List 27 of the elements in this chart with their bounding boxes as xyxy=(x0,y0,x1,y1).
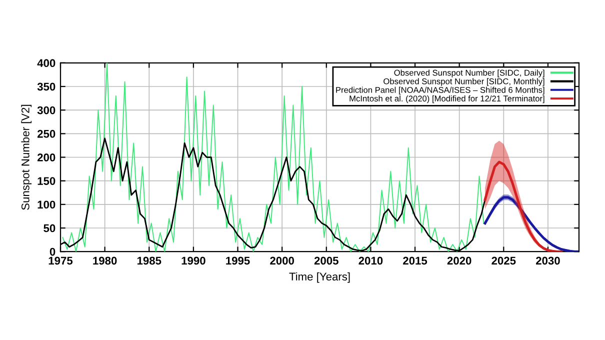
x-tick-label: 1980 xyxy=(93,256,117,265)
x-tick-label: 1985 xyxy=(137,256,162,265)
x-tick-label: 2010 xyxy=(358,256,383,265)
x-tick-label: 2030 xyxy=(536,256,560,265)
y-tick-label: 100 xyxy=(38,200,56,209)
legend-label: Prediction Panel [NOAA/NASA/ISES – Shifted 6 Months] xyxy=(336,86,544,95)
x-tick-label: 1995 xyxy=(226,256,250,265)
x-tick-label: 1990 xyxy=(182,256,206,265)
x-tick-label: 2005 xyxy=(314,256,338,265)
y-tick-label: 150 xyxy=(38,177,56,185)
x-tick-label: 2000 xyxy=(270,256,294,265)
y-tick-label: 50 xyxy=(44,224,56,232)
legend-label: Observed Sunspot Number [SIDC, Monthly] xyxy=(384,78,544,86)
y-tick-label: 250 xyxy=(37,130,56,138)
legend-label: McIntosh et al. (2020) [Modified for 12/21 Terminator] xyxy=(350,95,544,104)
legend-label: Observed Sunspot Number [SIDC, Daily] xyxy=(394,70,544,78)
x-tick-label: 1975 xyxy=(48,256,73,265)
x-axis-title: Time [Years] xyxy=(289,272,350,283)
y-tick-label: 350 xyxy=(37,82,56,91)
x-tick-label: 2025 xyxy=(492,256,516,265)
y-tick-label: 0 xyxy=(50,248,56,256)
y-tick-label: 200 xyxy=(37,154,56,162)
y-axis-title: Sunspot Number [V2] xyxy=(21,104,32,210)
y-tick-label: 400 xyxy=(37,59,56,68)
x-tick-label: 2015 xyxy=(403,256,428,265)
x-tick-label: 2020 xyxy=(447,256,472,265)
y-tick-label: 300 xyxy=(37,106,56,114)
